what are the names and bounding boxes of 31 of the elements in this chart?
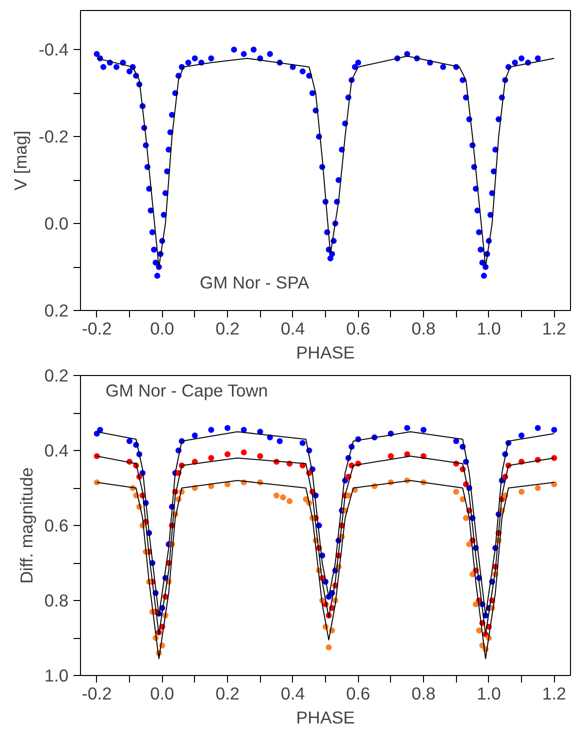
x-tick-label: 0.8 [411,684,436,704]
x-tick-label: 0.6 [346,318,370,338]
y-tick-label: 1.0 [44,666,69,686]
annotation: GM Nor - Cape Town [106,380,268,400]
y-tick-label: -0.4 [38,40,69,60]
annotation: GM Nor - SPA [200,272,310,292]
x-tick-label: -0.2 [82,684,112,704]
x-axis-title: PHASE [296,342,355,362]
y-tick-label: 0.4 [44,440,69,460]
x-tick-label: 0.6 [346,684,370,704]
x-tick-label: 0.4 [280,684,306,704]
x-axis-title: PHASE [296,708,355,728]
y-axis-title: Diff. magnitude [16,467,36,584]
x-tick-label: -0.2 [82,318,112,338]
y-tick-label: 0.0 [44,214,69,234]
y-axis-title: V [mag] [10,130,31,190]
y-tick-label: 0.2 [44,300,69,320]
y-tick-label: 0.6 [44,516,69,536]
y-tick-label: 0.2 [44,366,69,386]
x-tick-label: 1.2 [542,318,566,338]
x-tick-label: 0.0 [150,684,174,704]
y-tick-label: -0.2 [38,126,68,147]
x-tick-label: 1.0 [476,318,501,338]
y-tick-label: 0.8 [44,590,69,610]
x-tick-label: 1.2 [542,684,566,704]
x-tick-label: 0.8 [411,318,436,338]
x-tick-label: 0.4 [280,318,306,338]
x-tick-label: 0.0 [150,318,174,338]
x-tick-label: 0.2 [215,318,240,338]
x-tick-label: 0.2 [215,684,240,704]
x-tick-label: 1.0 [476,684,501,704]
